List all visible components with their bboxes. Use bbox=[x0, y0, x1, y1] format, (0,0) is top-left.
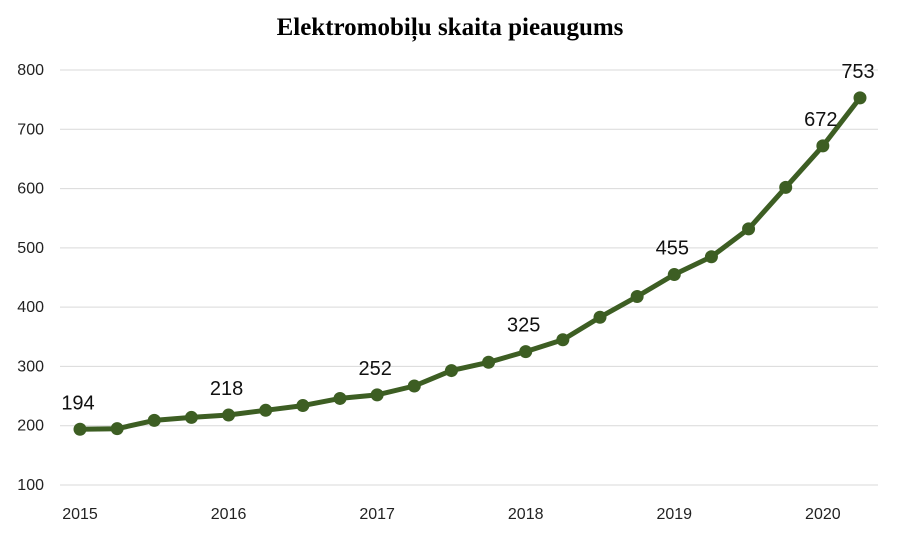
data-label: 252 bbox=[358, 358, 391, 380]
data-label: 194 bbox=[61, 392, 94, 414]
data-point bbox=[370, 388, 384, 402]
y-tick-label: 800 bbox=[17, 62, 44, 79]
data-point bbox=[779, 180, 793, 194]
data-point bbox=[147, 413, 161, 427]
x-tick-label: 2020 bbox=[805, 506, 841, 523]
data-point bbox=[704, 250, 718, 264]
y-tick-label: 500 bbox=[17, 240, 44, 257]
data-point bbox=[853, 91, 867, 105]
data-point bbox=[816, 139, 830, 153]
data-label: 325 bbox=[507, 315, 540, 337]
x-tick-label: 2019 bbox=[656, 506, 692, 523]
x-tick-label: 2018 bbox=[508, 506, 544, 523]
data-point bbox=[593, 310, 607, 324]
x-tick-label: 2015 bbox=[62, 506, 98, 523]
data-label: 218 bbox=[210, 378, 243, 400]
data-point bbox=[519, 345, 533, 359]
series-line-layer bbox=[77, 95, 863, 432]
chart-title: Elektromobiļu skaita pieaugums bbox=[276, 14, 624, 41]
data-point bbox=[184, 410, 198, 424]
data-point bbox=[556, 333, 570, 347]
series-line bbox=[77, 95, 863, 432]
data-point bbox=[630, 289, 644, 303]
data-label: 672 bbox=[804, 109, 837, 131]
data-label: 455 bbox=[656, 238, 689, 260]
data-point bbox=[259, 403, 273, 417]
data-point bbox=[667, 268, 681, 282]
y-tick-label: 400 bbox=[17, 299, 44, 316]
y-tick-label: 300 bbox=[17, 358, 44, 375]
y-tick-label: 600 bbox=[17, 181, 44, 198]
x-tick-label: 2016 bbox=[211, 506, 247, 523]
y-tick-label: 100 bbox=[17, 477, 44, 494]
data-label: 753 bbox=[841, 61, 874, 83]
gridlines bbox=[60, 69, 878, 486]
data-point bbox=[482, 355, 496, 369]
data-point bbox=[407, 379, 421, 393]
data-point bbox=[742, 222, 756, 236]
y-tick-label: 700 bbox=[17, 121, 44, 138]
data-point bbox=[444, 364, 458, 378]
x-axis-ticks: 2015 2016 2017 2018 2019 2020 bbox=[62, 506, 841, 523]
y-axis-ticks: 100 200 300 400 500 600 700 800 bbox=[17, 62, 44, 494]
data-labels: 194 218 252 325 455 672 753 bbox=[61, 61, 874, 414]
data-points bbox=[73, 91, 867, 436]
data-point bbox=[296, 399, 310, 413]
data-point bbox=[333, 391, 347, 405]
x-tick-label: 2017 bbox=[359, 506, 395, 523]
data-point bbox=[110, 422, 124, 436]
y-tick-label: 200 bbox=[17, 418, 44, 435]
data-point bbox=[73, 422, 87, 436]
data-point bbox=[222, 408, 236, 422]
